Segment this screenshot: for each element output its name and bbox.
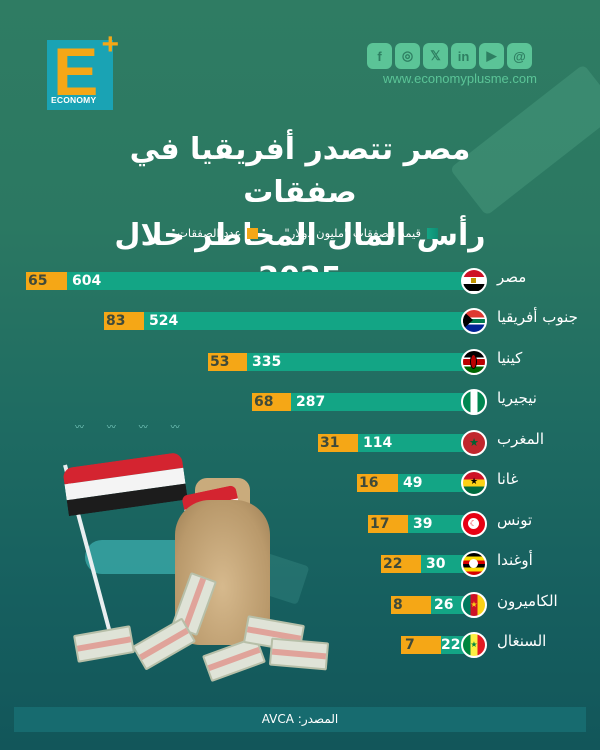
- chart-row-senegal: 7 22 ★ السنغال: [0, 632, 600, 658]
- uganda-flag-icon: [461, 551, 487, 577]
- page-title: مصر تتصدر أفريقيا في صفقات رأس المال الم…: [80, 128, 520, 300]
- value-bar: [421, 555, 465, 573]
- deal-value: 22: [441, 637, 461, 653]
- country-label: كينيا: [497, 349, 523, 367]
- legend-count: عدد الصفقات: [177, 226, 259, 240]
- deal-value: 39: [413, 516, 433, 532]
- count-bar: [391, 596, 431, 614]
- count-value: 7: [405, 637, 415, 653]
- tunisia-flag-icon: ☾: [461, 511, 487, 537]
- country-label: السنغال: [497, 632, 547, 650]
- deal-value: 114: [363, 435, 393, 451]
- chart-row-cameroon: 8 26 ★ الكاميرون: [0, 592, 600, 618]
- count-bar: [104, 312, 144, 330]
- chart-row-nigeria: 68 287 نيجيريا: [0, 389, 600, 415]
- count-bar: [401, 636, 441, 654]
- logo-word: ECONOMY: [51, 95, 97, 105]
- ghana-flag-icon: ★: [461, 470, 487, 496]
- south-africa-flag-icon: [461, 308, 487, 334]
- chart-row-egypt: 65 604 مصر: [0, 268, 600, 294]
- count-value: 68: [254, 394, 274, 410]
- count-value: 17: [370, 516, 390, 532]
- value-bar: [291, 393, 465, 411]
- count-bar: [318, 434, 358, 452]
- value-bar: [408, 515, 465, 533]
- count-value: 53: [210, 354, 230, 370]
- money-bag-illustration: [55, 440, 330, 683]
- value-bar: [144, 312, 465, 330]
- chart-row-south-africa: 83 524 جنوب أفريقيا: [0, 308, 600, 334]
- source-note: المصدر: AVCA: [14, 707, 586, 732]
- social-icons: f ◎ 𝕏 in ▶ @: [367, 43, 532, 69]
- website-link[interactable]: www.economyplusme.com: [383, 71, 537, 86]
- deal-value: 287: [296, 394, 326, 410]
- instagram-icon[interactable]: ◎: [395, 43, 420, 69]
- legend-swatch-teal: [427, 227, 438, 239]
- birds-decoration: 〰 〰 〰 〰: [75, 423, 190, 433]
- chart-row-uganda: 22 30 أوغندا: [0, 551, 600, 577]
- senegal-flag-icon: ★: [461, 632, 487, 658]
- legend-swatch-orange: [247, 227, 259, 239]
- threads-icon[interactable]: @: [507, 43, 532, 69]
- title-line-1: مصر تتصدر أفريقيا في صفقات: [129, 132, 471, 210]
- value-bar: [247, 353, 465, 371]
- value-bar: [67, 272, 465, 290]
- count-bar: [368, 515, 408, 533]
- facebook-icon[interactable]: f: [367, 43, 392, 69]
- value-bar: [441, 636, 465, 654]
- deal-value: 26: [434, 597, 454, 613]
- kenya-flag-icon: [461, 349, 487, 375]
- count-value: 8: [393, 597, 403, 613]
- deal-value: 30: [426, 556, 446, 572]
- value-bar: [398, 474, 465, 492]
- count-value: 83: [106, 313, 126, 329]
- country-label: الكاميرون: [497, 592, 558, 610]
- legend-value-label: قيمة الصفقات "مليون دولار": [284, 226, 421, 240]
- count-value: 16: [359, 475, 379, 491]
- title-line-2: رأس المال المخاطر خلال 2025: [114, 218, 486, 296]
- legend-count-label: عدد الصفقات: [177, 226, 242, 240]
- count-bar: [381, 555, 421, 573]
- logo-square: [47, 40, 113, 110]
- deal-value: 49: [403, 475, 423, 491]
- country-label: غانا: [497, 470, 519, 488]
- morocco-flag-icon: ★: [461, 430, 487, 456]
- deal-value: 524: [149, 313, 179, 329]
- country-label: أوغندا: [497, 551, 533, 569]
- deal-value: 335: [252, 354, 282, 370]
- nigeria-flag-icon: [461, 389, 487, 415]
- country-label: تونس: [497, 511, 533, 529]
- count-value: 65: [28, 273, 48, 289]
- count-value: 31: [320, 435, 340, 451]
- chart-row-tunisia: 17 39 ☾ تونس: [0, 511, 600, 537]
- value-bar: [358, 434, 465, 452]
- country-label: نيجيريا: [497, 389, 537, 407]
- count-bar: [252, 393, 291, 411]
- count-value: 22: [383, 556, 403, 572]
- x-icon[interactable]: 𝕏: [423, 43, 448, 69]
- country-label: المغرب: [497, 430, 545, 448]
- economy-plus-logo: E + ECONOMY: [47, 28, 119, 112]
- chart-row-ghana: 16 49 ★ غانا: [0, 470, 600, 496]
- chart-row-kenya: 53 335 كينيا: [0, 349, 600, 375]
- count-bar: [357, 474, 398, 492]
- count-bar: [208, 353, 247, 371]
- cameroon-flag-icon: ★: [461, 592, 487, 618]
- logo-plus: +: [101, 28, 119, 61]
- chart-legend: قيمة الصفقات "مليون دولار" عدد الصفقات: [177, 226, 438, 240]
- egypt-flag-icon: [461, 268, 487, 294]
- logo-letter: E: [53, 34, 99, 110]
- chart-row-morocco: 31 114 ★ المغرب: [0, 430, 600, 456]
- youtube-icon[interactable]: ▶: [479, 43, 504, 69]
- country-label: جنوب أفريقيا: [497, 308, 578, 326]
- linkedin-icon[interactable]: in: [451, 43, 476, 69]
- count-bar: [26, 272, 67, 290]
- legend-value: قيمة الصفقات "مليون دولار": [284, 226, 438, 240]
- deal-value: 604: [72, 273, 102, 289]
- value-bar: [431, 596, 465, 614]
- country-label: مصر: [497, 268, 527, 286]
